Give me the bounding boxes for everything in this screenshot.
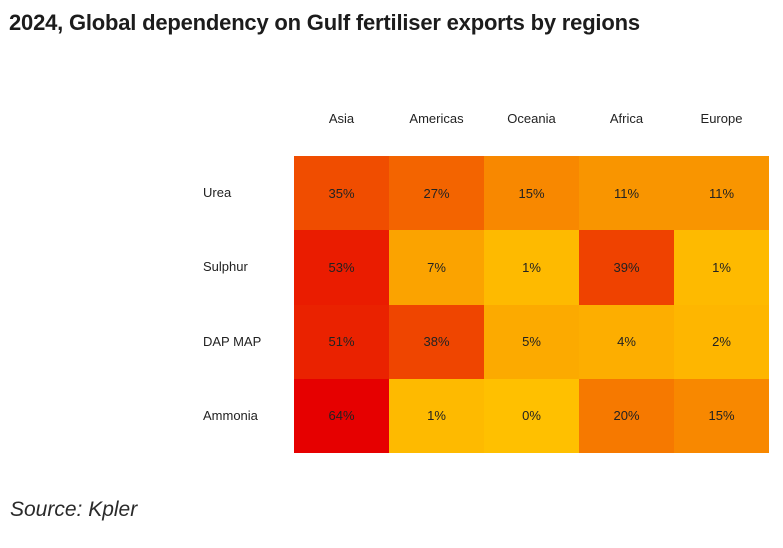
row-header-dap-map: DAP MAP xyxy=(203,333,262,349)
heatmap-cell-dap-map-oceania: 5% xyxy=(484,304,579,379)
heatmap-cell-dap-map-europe: 2% xyxy=(674,304,769,379)
heatmap-cell-sulphur-americas: 7% xyxy=(389,230,484,305)
heatmap-cell-dap-map-africa: 4% xyxy=(579,304,674,379)
heatmap-cell-sulphur-oceania: 1% xyxy=(484,230,579,305)
heatmap-cell-ammonia-asia: 64% xyxy=(294,378,389,453)
heatmap-grid: 35% 27% 15% 11% 11% 53% 7% 1% 39% 1% 51% 38% 5% 4% 2% 6… xyxy=(294,156,769,453)
heatmap-cell-sulphur-asia: 53% xyxy=(294,230,389,305)
heatmap-cell-sulphur-africa: 39% xyxy=(579,230,674,305)
source-note: Source: Kpler xyxy=(10,498,138,521)
chart-title: 2024, Global dependency on Gulf fertilis… xyxy=(9,10,640,35)
heatmap-cell-ammonia-americas: 1% xyxy=(389,378,484,453)
heatmap-cell-ammonia-europe: 15% xyxy=(674,378,769,453)
row-header-sulphur: Sulphur xyxy=(203,259,248,275)
column-header-asia: Asia xyxy=(328,111,355,126)
heatmap-cell-urea-europe: 11% xyxy=(674,156,769,231)
column-header-europe: Europe xyxy=(700,111,743,126)
heatmap-cell-urea-africa: 11% xyxy=(579,156,674,231)
heatmap-cell-ammonia-africa: 20% xyxy=(579,378,674,453)
column-header-americas: Americas xyxy=(409,111,464,126)
heatmap-cell-sulphur-europe: 1% xyxy=(674,230,769,305)
column-header-africa: Africa xyxy=(609,111,644,126)
column-header-oceania: Oceania xyxy=(507,111,556,126)
row-header-ammonia: Ammonia xyxy=(203,407,258,423)
row-header-urea: Urea xyxy=(203,185,232,201)
heatmap-cell-urea-asia: 35% xyxy=(294,156,389,231)
heatmap-cell-dap-map-asia: 51% xyxy=(294,304,389,379)
heatmap-cell-urea-americas: 27% xyxy=(389,156,484,231)
heatmap-cell-dap-map-americas: 38% xyxy=(389,304,484,379)
heatmap-cell-ammonia-oceania: 0% xyxy=(484,378,579,453)
heatmap-cell-urea-oceania: 15% xyxy=(484,156,579,231)
